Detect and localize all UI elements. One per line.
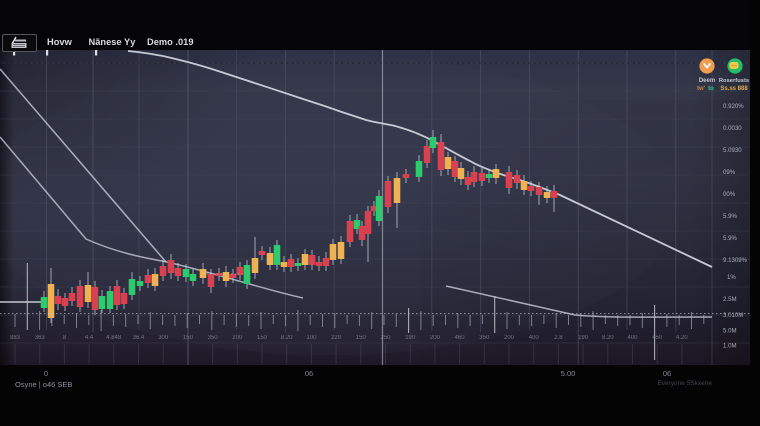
svg-text:190: 190: [578, 335, 589, 341]
svg-text:300: 300: [158, 335, 169, 341]
svg-text:00%: 00%: [723, 191, 736, 198]
svg-text:1%: 1%: [727, 274, 736, 281]
svg-text:Deem: Deem: [699, 78, 715, 84]
svg-text:Everyone 5Skxene: Everyone 5Skxene: [657, 380, 712, 387]
svg-text:400: 400: [627, 335, 638, 341]
svg-text:3.010M: 3.010M: [723, 312, 743, 319]
svg-text:4.20: 4.20: [676, 335, 688, 341]
svg-text:883: 883: [10, 335, 21, 341]
svg-text:200: 200: [430, 335, 441, 341]
svg-text:100: 100: [306, 335, 317, 341]
svg-text:06: 06: [663, 369, 671, 378]
svg-text:Roserfusts: Roserfusts: [719, 78, 749, 84]
svg-text:Osyne | o46 SEB: Osyne | o46 SEB: [15, 380, 72, 389]
svg-text:150: 150: [356, 335, 367, 341]
svg-text:2.5M: 2.5M: [723, 296, 737, 303]
svg-text:460: 460: [455, 335, 466, 341]
svg-text:190: 190: [405, 335, 416, 341]
svg-text:150: 150: [183, 335, 194, 341]
svg-text:tw': tw': [697, 86, 706, 92]
svg-text:09%: 09%: [723, 169, 736, 176]
svg-text:220: 220: [331, 335, 342, 341]
svg-text:200: 200: [232, 335, 243, 341]
svg-text:0.920%: 0.920%: [723, 103, 744, 110]
svg-text:36.4: 36.4: [133, 335, 145, 341]
svg-text:06: 06: [305, 369, 313, 378]
svg-text:4.848: 4.848: [106, 335, 122, 341]
svg-text:5.0930: 5.0930: [723, 147, 742, 154]
svg-text:0.0030: 0.0030: [723, 125, 742, 132]
svg-text:9.1309%: 9.1309%: [723, 257, 748, 264]
svg-text:5.9%: 5.9%: [723, 213, 737, 220]
svg-text:200: 200: [504, 335, 515, 341]
svg-text:363: 363: [35, 335, 46, 341]
svg-text:5.9%: 5.9%: [723, 235, 737, 242]
svg-text:450: 450: [652, 335, 663, 341]
svg-text:Ss.ss 888: Ss.ss 888: [720, 86, 748, 92]
svg-text:350: 350: [479, 335, 490, 341]
svg-text:1.0M: 1.0M: [723, 343, 737, 350]
svg-text:2.8: 2.8: [554, 335, 563, 341]
svg-text:8: 8: [63, 335, 67, 341]
svg-text:5.00: 5.00: [561, 369, 576, 378]
svg-text:to: to: [708, 86, 714, 92]
svg-text:8.20: 8.20: [281, 335, 293, 341]
svg-text:150: 150: [257, 335, 268, 341]
svg-text:8.20: 8.20: [602, 335, 614, 341]
svg-text:0: 0: [44, 369, 48, 378]
svg-text:250: 250: [380, 335, 391, 341]
svg-text:350: 350: [208, 335, 219, 341]
svg-text:5.0M: 5.0M: [723, 328, 737, 335]
svg-text:400: 400: [529, 335, 540, 341]
svg-text:4.4: 4.4: [85, 335, 94, 341]
